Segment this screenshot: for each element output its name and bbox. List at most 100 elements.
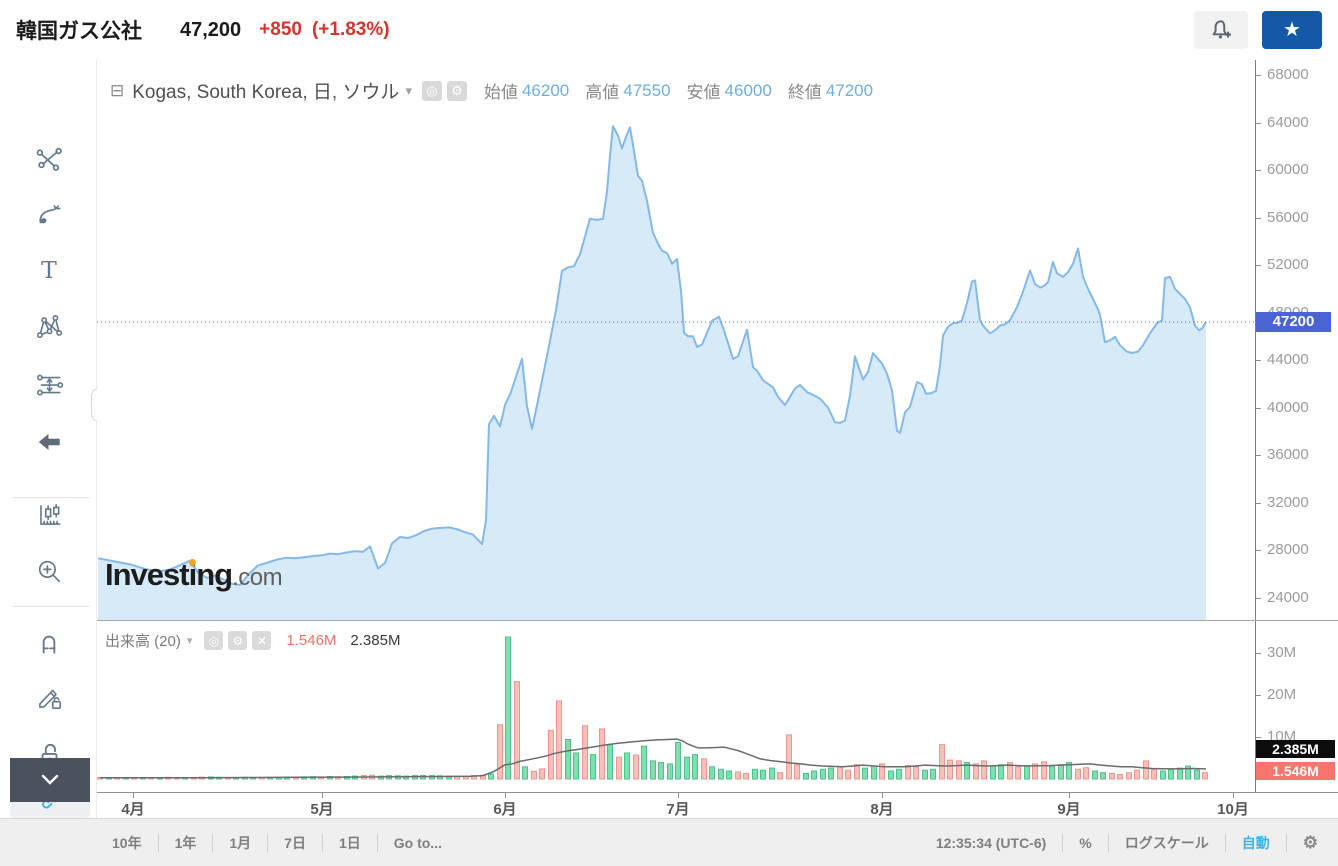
range-selector: 10年 1年 1月 7日 1日 Go to... — [110, 833, 444, 853]
auto-scale-button[interactable]: 自動 — [1241, 834, 1270, 851]
pattern-tool[interactable] — [29, 306, 69, 346]
sidebar-collapse-handle[interactable] — [91, 388, 100, 422]
volume-bar-up — [1058, 764, 1064, 780]
close-label: 終値 — [787, 83, 822, 102]
volume-bar-up — [658, 762, 664, 780]
price-axis[interactable]: 47200 2.385M 1.546M 68000 64000 60000 56000… — [1255, 60, 1338, 792]
time-axis[interactable]: 4月 5月 6月 7月 8月 9月 10月 — [97, 793, 1338, 818]
brush-tool[interactable] — [29, 194, 69, 234]
volume-current-value: 1.546M — [286, 632, 337, 649]
time-axis-month-label: 8月 — [870, 801, 894, 818]
svg-text:T: T — [41, 256, 57, 284]
symbol-caret-icon[interactable]: ▾ — [405, 82, 412, 98]
goto-date-button[interactable]: Go to... — [393, 834, 442, 851]
range-button-10年[interactable]: 10年 — [112, 834, 142, 851]
volume-bar-up — [718, 768, 724, 780]
volume-bar-up — [565, 739, 571, 780]
back-arrow-tool[interactable] — [29, 422, 69, 462]
add-to-watchlist-button[interactable]: ★ — [1262, 11, 1322, 49]
open-value: 46200 — [521, 80, 570, 100]
volume-bar-down — [947, 759, 953, 780]
volume-bar-down — [701, 758, 707, 780]
price-axis-tick — [1256, 360, 1261, 361]
volume-visibility-icon[interactable]: ◎ — [204, 631, 224, 650]
volume-bar-down — [735, 771, 741, 780]
price-axis-tick — [1256, 217, 1261, 219]
create-alert-button[interactable] — [1194, 11, 1248, 49]
volume-bar-up — [522, 766, 528, 780]
projection-tool[interactable] — [29, 364, 69, 404]
volume-bar-up — [760, 769, 766, 780]
chart-settings-gear-icon[interactable]: ⚙ — [1302, 832, 1318, 852]
volume-bar-down — [1117, 773, 1123, 780]
volume-bar-up — [922, 769, 928, 780]
volume-bar-down — [973, 763, 979, 780]
range-button-1年[interactable]: 1年 — [174, 834, 197, 851]
volume-close-icon[interactable]: ✕ — [252, 631, 272, 650]
time-axis-month-label: 10月 — [1217, 801, 1249, 818]
price-change-percent: (+1.83%) — [311, 19, 390, 40]
drawing-toolbar: T — [0, 60, 100, 821]
percent-scale-button[interactable]: % — [1079, 834, 1092, 851]
series-visibility-icon[interactable]: ◎ — [421, 80, 442, 101]
volume-bar-up — [998, 764, 1004, 780]
legend-collapse-icon[interactable]: ⊟ — [110, 80, 125, 100]
volume-bar-down — [539, 768, 545, 780]
volume-bar-down — [794, 764, 800, 780]
price-area-chart[interactable] — [97, 60, 1255, 620]
price-chart-pane[interactable]: ⊟ Kogas, South Korea, 日, ソウル ▾ ◎ ⚙ 始値 46… — [97, 60, 1255, 620]
volume-bar-down — [1202, 772, 1208, 780]
star-icon: ★ — [1283, 19, 1301, 41]
volume-bar-up — [1092, 770, 1098, 780]
time-axis-month-label: 5月 — [310, 801, 334, 818]
measure-tool[interactable] — [29, 495, 69, 535]
volume-bar-up — [709, 766, 715, 780]
investing-watermark: Investing .com — [105, 557, 283, 593]
volume-caret-icon[interactable]: ▾ — [186, 635, 193, 647]
close-value: 47200 — [825, 80, 874, 100]
price-line — [97, 125, 1207, 586]
volume-bar-down — [1032, 763, 1038, 780]
volume-bar-up — [1160, 770, 1166, 780]
volume-bar-down — [939, 744, 945, 780]
text-tool[interactable]: T — [29, 250, 69, 290]
magnet-tool[interactable] — [29, 623, 69, 663]
volume-pane[interactable]: 出来高 (20) ▾ ◎ ⚙ ✕ 1.546M 2.385M — [97, 620, 1255, 792]
symbol-title[interactable]: Kogas, South Korea, 日, ソウル — [132, 82, 400, 103]
time-axis-tick — [678, 793, 679, 798]
last-price-badge: 47200 — [1256, 312, 1331, 332]
toolbar-collapse-button[interactable] — [10, 758, 90, 802]
volume-bar-up — [650, 760, 656, 780]
zoom-in-tool[interactable] — [29, 551, 69, 591]
log-scale-button[interactable]: ログスケール — [1124, 834, 1209, 851]
drawing-lock-tool[interactable] — [29, 678, 69, 718]
volume-chart[interactable] — [97, 620, 1255, 792]
series-settings-icon[interactable]: ⚙ — [446, 80, 467, 101]
volume-indicator-label[interactable]: 出来高 (20) — [105, 633, 181, 650]
sidebar-divider — [12, 497, 90, 498]
volume-settings-icon[interactable]: ⚙ — [228, 631, 248, 650]
volume-bar-up — [692, 754, 698, 780]
price-axis-label: 60000 — [1267, 161, 1309, 178]
volume-bar-down — [845, 769, 851, 780]
price-axis-tick — [1256, 170, 1261, 171]
range-button-7日[interactable]: 7日 — [284, 834, 306, 851]
price-axis-tick — [1256, 502, 1261, 504]
volume-axis-tick — [1256, 695, 1261, 696]
volume-bar-down — [616, 756, 622, 780]
price-axis-label: 40000 — [1267, 398, 1309, 416]
volume-ma-line — [100, 738, 1207, 779]
volume-bar-up — [1194, 769, 1200, 780]
range-button-1日[interactable]: 1日 — [338, 834, 361, 851]
chart-legend: ⊟ Kogas, South Korea, 日, ソウル ▾ ◎ ⚙ 始値 46… — [110, 77, 889, 104]
trend-line-tool[interactable] — [29, 138, 69, 178]
volume-axis-label: 20M — [1267, 686, 1297, 703]
range-button-1月[interactable]: 1月 — [229, 834, 252, 851]
clock-label[interactable]: 12:35:34 (UTC-6) — [935, 834, 1047, 851]
volume-bar-up — [811, 770, 817, 780]
price-axis-label: 68000 — [1267, 66, 1309, 83]
volume-bar-up — [1049, 765, 1055, 780]
pane-divider[interactable] — [97, 620, 1338, 621]
volume-bar-down — [1007, 762, 1013, 780]
